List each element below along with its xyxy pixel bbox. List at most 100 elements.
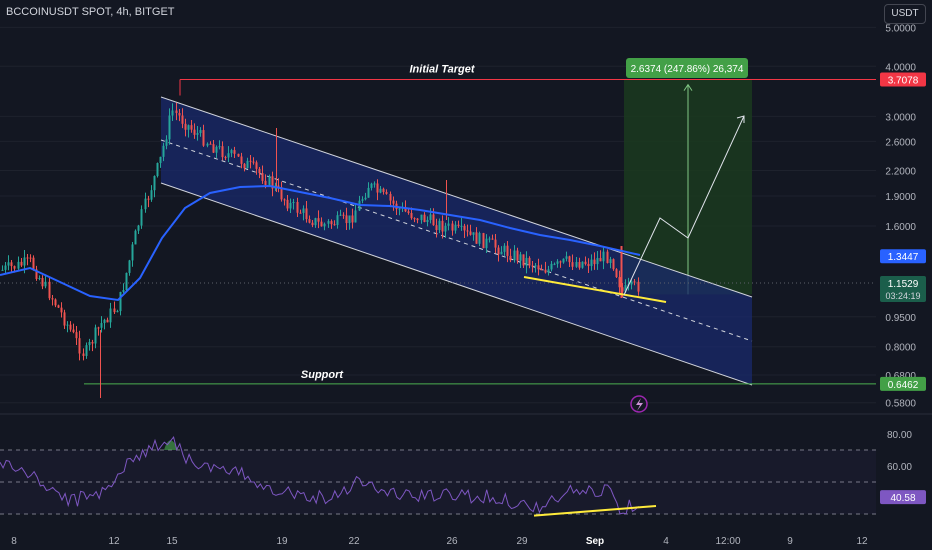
candle-body xyxy=(522,254,525,266)
candle-body xyxy=(48,281,51,299)
candle-body xyxy=(599,258,602,262)
candle-body xyxy=(590,259,593,267)
candle-body xyxy=(150,190,153,200)
candle-body xyxy=(519,254,522,261)
candle-body xyxy=(407,211,410,213)
candle-body xyxy=(544,269,547,273)
rsi-line xyxy=(0,436,639,515)
candle-body xyxy=(466,230,469,232)
candle-body xyxy=(249,160,252,162)
candle-body xyxy=(196,133,199,135)
candle-body xyxy=(302,208,305,213)
measure-label-box xyxy=(626,58,748,78)
candle-body xyxy=(537,265,540,270)
time-tick-label: 12 xyxy=(856,536,868,547)
last-price-tag: 1.1529 xyxy=(888,279,919,290)
candle-body xyxy=(286,199,289,209)
candle-body xyxy=(438,220,441,231)
candle-body xyxy=(51,298,54,300)
candle-body xyxy=(106,319,109,323)
rsi-band-fill xyxy=(0,450,876,514)
candle-body xyxy=(364,197,367,200)
time-tick-label: 22 xyxy=(348,536,360,547)
candle-body xyxy=(168,115,171,140)
candle-body xyxy=(336,215,339,225)
candle-body xyxy=(1,269,4,271)
candle-body xyxy=(314,218,317,226)
candle-body xyxy=(410,212,413,219)
candle-body xyxy=(345,215,348,224)
candle-body xyxy=(240,156,243,164)
candle-body xyxy=(509,255,512,261)
candle-body xyxy=(29,257,32,259)
candle-body xyxy=(320,221,323,227)
candle-body xyxy=(224,157,227,159)
candle-body xyxy=(593,259,596,265)
candle-body xyxy=(568,256,571,263)
candle-body xyxy=(500,251,503,255)
price-tick-label: 0.8000 xyxy=(885,343,916,354)
candle-body xyxy=(38,277,41,279)
candle-body xyxy=(128,260,131,273)
candle-body xyxy=(165,139,168,146)
candle-body xyxy=(119,291,122,312)
candle-body xyxy=(4,265,7,270)
candle-body xyxy=(103,319,106,324)
candle-body xyxy=(54,299,57,306)
candle-body xyxy=(618,277,621,288)
candle-body xyxy=(178,113,181,116)
candle-body xyxy=(69,324,72,330)
candle-body xyxy=(351,215,354,223)
candle-body xyxy=(494,239,497,248)
rsi-tick-label: 60.00 xyxy=(887,462,912,473)
candle-body xyxy=(370,183,373,188)
candle-body xyxy=(289,202,292,209)
candle-body xyxy=(261,173,264,181)
candle-body xyxy=(221,146,224,158)
candle-body xyxy=(243,163,246,169)
lightning-icon xyxy=(630,395,648,413)
candle-body xyxy=(516,250,519,261)
time-tick-label: 12 xyxy=(108,536,120,547)
candle-body xyxy=(193,129,196,135)
candle-body xyxy=(475,232,478,244)
candle-body xyxy=(137,225,140,231)
candle-body xyxy=(420,214,423,221)
currency-button[interactable]: USDT xyxy=(884,4,926,24)
ema-line xyxy=(0,184,641,302)
ema-price-tag-box xyxy=(880,249,926,264)
candle-body xyxy=(10,262,13,267)
candle-body xyxy=(457,224,460,226)
candle-body xyxy=(624,285,627,292)
candle-body xyxy=(435,225,438,231)
candle-body xyxy=(423,214,426,222)
projection-path xyxy=(623,115,745,296)
candle-body xyxy=(339,214,342,216)
candle-body xyxy=(565,256,568,259)
candle-body xyxy=(596,258,599,265)
price-tick-label: 1.6000 xyxy=(885,222,916,233)
rsi-value-tag-box xyxy=(880,490,926,505)
time-tick-label: 29 xyxy=(516,536,528,547)
candle-body xyxy=(575,262,578,267)
candle-body xyxy=(94,327,97,344)
target-price-tag-box xyxy=(880,72,926,87)
symbol-title: BCCOINUSDT SPOT, 4h, BITGET xyxy=(6,6,175,18)
candle-body xyxy=(488,238,491,240)
candle-body xyxy=(140,209,143,226)
candle-body xyxy=(122,290,125,292)
candle-body xyxy=(578,262,581,268)
candle-body xyxy=(125,272,128,291)
candle-body xyxy=(497,247,500,255)
candle-body xyxy=(534,265,537,267)
candle-body xyxy=(571,262,574,267)
candle-body xyxy=(237,153,240,157)
candle-body xyxy=(615,269,618,278)
price-tick-label: 2.2000 xyxy=(885,166,916,177)
candle-body xyxy=(389,193,392,201)
candle-body xyxy=(469,231,472,235)
candle-body xyxy=(144,198,147,210)
candle-body xyxy=(311,222,314,226)
candle-body xyxy=(292,202,295,204)
